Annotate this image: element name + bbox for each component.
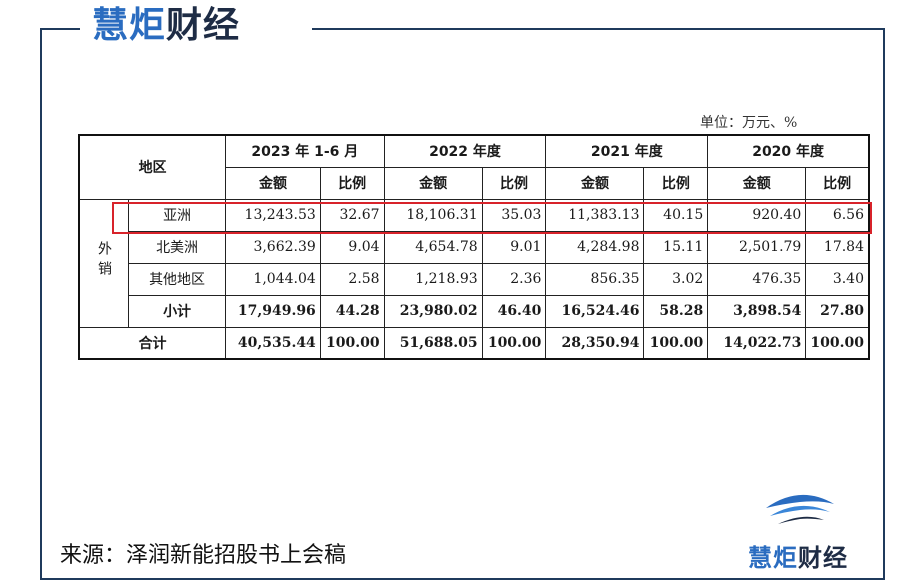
ratio-header: 比例 [481, 166, 547, 200]
cell: 100.00 [481, 326, 547, 360]
row-label: 亚洲 [127, 198, 227, 232]
cell: 46.40 [481, 294, 547, 328]
cell: 14,022.73 [707, 326, 807, 360]
period-header: 2022 年度 [383, 134, 547, 168]
cell: 920.40 [707, 198, 807, 232]
cell: 17.84 [805, 230, 870, 264]
cell: 40,535.44 [225, 326, 321, 360]
cell: 2.58 [319, 262, 385, 296]
total-row: 合计 40,535.44 100.00 51,688.05 100.00 28,… [78, 326, 870, 360]
cell: 27.80 [805, 294, 870, 328]
brand-logo-bottom: 慧炬财经 [748, 538, 848, 573]
cell: 476.35 [707, 262, 807, 296]
cell: 17,949.96 [225, 294, 321, 328]
amount-header: 金额 [707, 166, 807, 200]
cell: 16,524.46 [545, 294, 645, 328]
regional-sales-table: 地区 2023 年 1-6 月 2022 年度 2021 年度 2020 年度 … [78, 134, 870, 360]
cell: 3,662.39 [225, 230, 321, 264]
period-header: 2023 年 1-6 月 [225, 134, 385, 168]
cell: 32.67 [319, 198, 385, 232]
amount-header: 金额 [545, 166, 645, 200]
cell: 1,218.93 [383, 262, 483, 296]
brand-part2: 财经 [798, 544, 848, 572]
cell: 3,898.54 [707, 294, 807, 328]
cell: 44.28 [319, 294, 385, 328]
row-label: 合计 [78, 326, 227, 360]
source-caption: 来源：泽润新能招股书上会稿 [60, 543, 347, 568]
outer-frame [40, 28, 885, 580]
cell: 2,501.79 [707, 230, 807, 264]
cell: 4,284.98 [545, 230, 645, 264]
cell: 1,044.04 [225, 262, 321, 296]
brand-wave-icon [766, 494, 834, 524]
table-row: 外销 亚洲 13,243.53 32.67 18,106.31 35.03 11… [78, 198, 870, 328]
cell: 35.03 [481, 198, 547, 232]
row-label: 北美洲 [127, 230, 227, 264]
cell: 13,243.53 [225, 198, 321, 232]
cell: 18,106.31 [383, 198, 483, 232]
brand-part1: 慧炬 [92, 5, 167, 46]
cell: 856.35 [545, 262, 645, 296]
region-header: 地区 [78, 134, 227, 200]
cell: 100.00 [805, 326, 870, 360]
export-group-label: 外销 [78, 198, 129, 328]
cell: 11,383.13 [545, 198, 645, 232]
cell: 4,654.78 [383, 230, 483, 264]
cell: 15.11 [643, 230, 709, 264]
cell: 100.00 [319, 326, 385, 360]
cell: 3.02 [643, 262, 709, 296]
cell: 51,688.05 [383, 326, 483, 360]
cell: 23,980.02 [383, 294, 483, 328]
cell: 58.28 [643, 294, 709, 328]
cell: 9.04 [319, 230, 385, 264]
brand-part2: 财经 [166, 5, 241, 46]
table-row: 北美洲 3,662.39 9.04 4,654.78 9.01 4,284.98… [79, 230, 870, 264]
brand-logo-top: 慧炬财经 [92, 4, 240, 48]
cell: 6.56 [805, 198, 870, 232]
cell: 2.36 [481, 262, 547, 296]
ratio-header: 比例 [319, 166, 385, 200]
ratio-header: 比例 [643, 166, 709, 200]
amount-header: 金额 [383, 166, 483, 200]
subtotal-row: 小计 17,949.96 44.28 23,980.02 46.40 16,52… [79, 294, 870, 328]
unit-note: 单位：万元、% [700, 115, 798, 131]
cell: 3.40 [805, 262, 870, 296]
table-row: 其他地区 1,044.04 2.58 1,218.93 2.36 856.35 … [79, 262, 870, 296]
cell: 40.15 [643, 198, 709, 232]
cell: 9.01 [481, 230, 547, 264]
amount-header: 金额 [225, 166, 321, 200]
cell: 28,350.94 [545, 326, 645, 360]
frame-gap [80, 18, 312, 40]
row-label: 小计 [127, 294, 227, 328]
ratio-header: 比例 [805, 166, 870, 200]
row-label: 其他地区 [127, 262, 227, 296]
cell: 100.00 [643, 326, 709, 360]
period-header: 2020 年度 [707, 134, 870, 168]
period-header: 2021 年度 [545, 134, 709, 168]
brand-part1: 慧炬 [748, 544, 798, 572]
